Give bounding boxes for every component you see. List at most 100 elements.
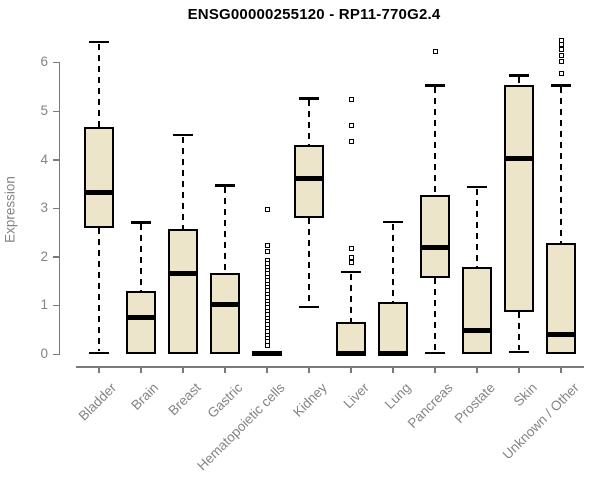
outlier-liver <box>348 246 354 252</box>
median-lung <box>378 350 408 356</box>
whisker-cap-lower-bladder <box>89 351 109 355</box>
box-breast <box>168 228 198 354</box>
y-tick-label: 1 <box>40 297 48 313</box>
x-axis-tick <box>140 367 142 373</box>
box-bladder <box>84 126 114 228</box>
x-category-label: Breast <box>165 380 204 419</box>
outlier-hematopoietic-cells <box>264 342 270 348</box>
whisker-cap-lower-pancreas <box>425 351 445 355</box>
box-brain <box>126 291 156 354</box>
median-gastric <box>210 301 240 307</box>
x-axis-tick <box>434 367 436 373</box>
median-prostate <box>462 328 492 334</box>
outlier-liver <box>348 254 354 260</box>
whisker-lower-pancreas <box>434 278 436 351</box>
whisker-cap-upper-gastric <box>215 184 235 187</box>
x-category-label: Unknown / Other <box>499 380 582 463</box>
x-category-label: Liver <box>340 380 372 412</box>
whisker-cap-lower-skin <box>509 350 529 354</box>
whisker-upper-brain <box>140 224 142 292</box>
x-category-label: Prostate <box>451 380 498 427</box>
outlier-hematopoietic-cells <box>264 242 270 248</box>
outlier-unknown-other <box>558 70 564 76</box>
x-axis-line <box>76 366 584 368</box>
outlier-hematopoietic-cells <box>264 206 270 212</box>
whisker-cap-upper-unknown-other <box>551 84 571 87</box>
outlier-pancreas <box>432 49 438 55</box>
whisker-upper-pancreas <box>434 87 436 196</box>
whisker-upper-lung <box>392 223 394 303</box>
x-category-label: Brain <box>128 380 162 413</box>
whisker-cap-upper-brain <box>131 221 151 224</box>
box-kidney <box>294 145 324 219</box>
box-skin <box>504 85 534 312</box>
x-category-label: Gastric <box>204 380 246 421</box>
x-category-label: Bladder <box>76 380 120 424</box>
chart-title: ENSG00000255120 - RP11-770G2.4 <box>187 6 441 23</box>
y-tick-label: 5 <box>40 103 48 118</box>
y-tick-label: 0 <box>40 346 48 361</box>
x-category-label: Kidney <box>289 380 330 420</box>
median-skin <box>504 155 534 161</box>
outlier-unknown-other <box>558 42 564 48</box>
y-axis-tick <box>53 353 59 355</box>
x-category-label: Skin <box>510 380 540 410</box>
x-axis-tick <box>350 367 352 373</box>
whisker-cap-upper-pancreas <box>425 84 445 87</box>
whisker-cap-upper-liver <box>341 270 361 274</box>
outlier-liver <box>348 97 354 103</box>
median-unknown-other <box>546 331 576 337</box>
whisker-upper-kidney <box>308 100 310 145</box>
x-axis-tick <box>308 367 310 373</box>
outlier-unknown-other <box>558 47 564 53</box>
outlier-liver <box>348 259 354 265</box>
x-axis-tick <box>182 367 184 373</box>
x-category-label: Lung <box>381 380 414 412</box>
x-axis-tick <box>98 367 100 373</box>
y-tick-label: 6 <box>40 54 48 70</box>
y-axis-label: Expression <box>2 176 18 243</box>
x-axis-tick <box>476 367 478 373</box>
whisker-lower-kidney <box>308 218 310 305</box>
y-axis-tick <box>53 256 59 258</box>
whisker-cap-upper-kidney <box>299 97 319 100</box>
y-tick-label: 4 <box>40 151 48 167</box>
median-breast <box>168 270 198 276</box>
whisker-upper-unknown-other <box>560 87 562 244</box>
box-unknown-other <box>546 243 576 354</box>
y-axis-tick <box>53 159 59 161</box>
median-kidney <box>294 176 324 182</box>
x-axis-tick <box>266 367 268 373</box>
y-tick-label: 2 <box>40 248 48 264</box>
whisker-cap-upper-prostate <box>467 185 487 189</box>
whisker-upper-liver <box>350 273 352 322</box>
outlier-unknown-other <box>558 37 564 43</box>
outlier-unknown-other <box>558 59 564 65</box>
y-axis-line <box>58 62 60 356</box>
outlier-liver <box>348 139 354 145</box>
y-axis-tick <box>53 110 59 112</box>
y-axis-tick <box>53 207 59 210</box>
whisker-lower-bladder <box>98 227 100 351</box>
median-pancreas <box>420 245 450 251</box>
whisker-cap-upper-lung <box>383 220 403 224</box>
whisker-cap-upper-breast <box>173 133 193 137</box>
x-axis-tick <box>224 367 226 373</box>
x-category-label: Pancreas <box>404 380 456 431</box>
outlier-unknown-other <box>558 52 564 58</box>
whisker-upper-gastric <box>224 187 226 274</box>
whisker-cap-upper-bladder <box>89 40 109 43</box>
x-axis-tick <box>518 367 520 373</box>
box-lung <box>378 302 408 354</box>
whisker-cap-lower-kidney <box>299 305 319 309</box>
box-gastric <box>210 273 240 354</box>
box-prostate <box>462 266 492 354</box>
y-tick-label: 3 <box>40 200 48 216</box>
x-axis-tick <box>392 367 394 373</box>
median-bladder <box>84 190 114 196</box>
median-brain <box>126 314 156 320</box>
box-liver <box>336 321 366 354</box>
y-axis-tick <box>53 61 59 64</box>
y-axis-tick <box>53 304 59 307</box>
